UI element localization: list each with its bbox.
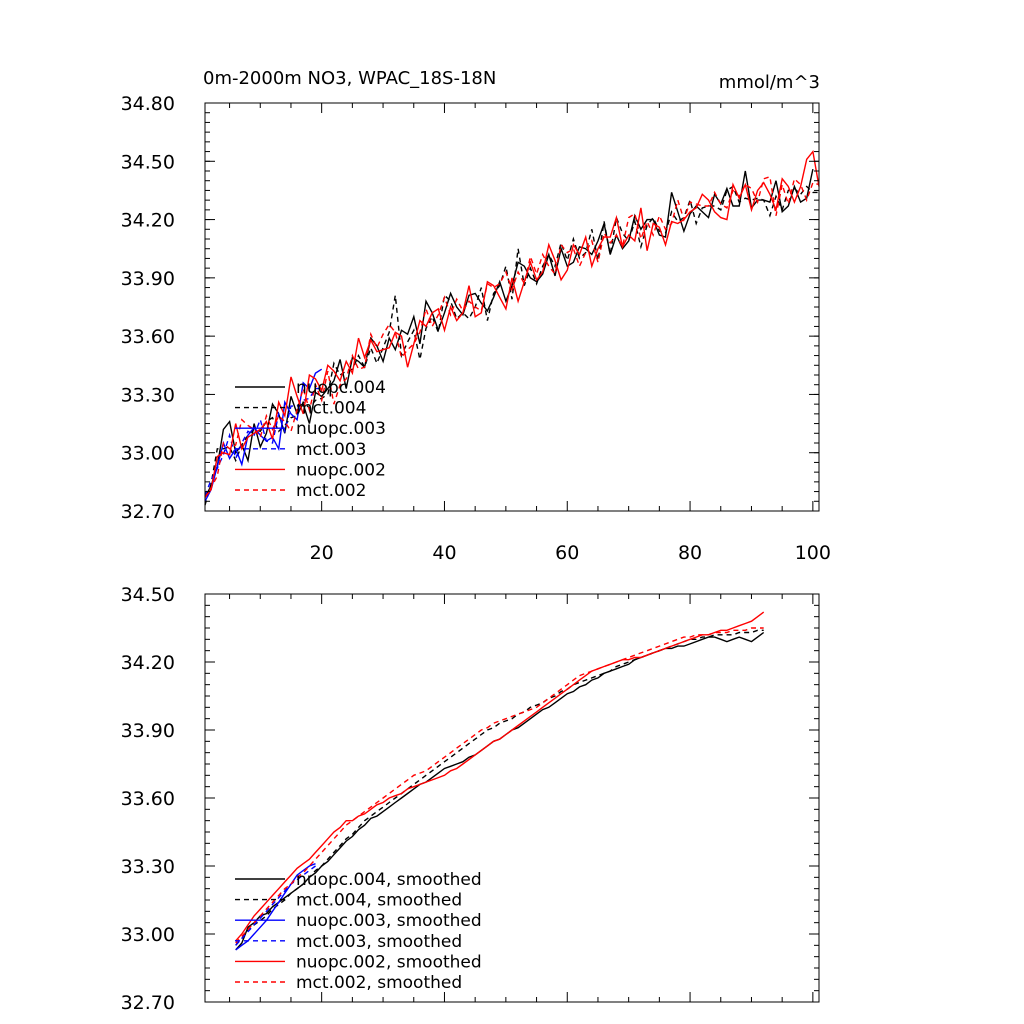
y-tick-label: 32.70 [121, 992, 175, 1014]
top-series-lines [204, 149, 820, 506]
series-line-5 [204, 175, 820, 498]
top-axes: 32.70 33.00 33.30 33.60 33.90 34.20 34.50 34.80… [121, 93, 831, 564]
y-tick-label: 33.00 [121, 443, 175, 465]
series-line-2 [204, 368, 323, 502]
y-tick-label: 32.70 [121, 501, 175, 523]
units-label: mmol/m^3 [719, 72, 820, 93]
y-tick-label: 33.60 [121, 326, 175, 348]
y-tick-label: 33.90 [121, 268, 175, 290]
series-line-4 [204, 149, 820, 498]
y-tick-label: 33.90 [121, 720, 175, 742]
legend-label-1: mct.004, smoothed [296, 891, 462, 911]
x-tick-label: 40 [432, 542, 456, 564]
chart-title: 0m-2000m NO3, WPAC_18S-18N [203, 68, 496, 89]
legend-label-5: mct.002, smoothed [296, 973, 462, 993]
legend-label-4: nuopc.002, smoothed [296, 952, 482, 972]
y-tick-label: 34.20 [121, 652, 175, 674]
legend-label-0: nuopc.004 [296, 378, 386, 398]
y-tick-label: 34.80 [121, 93, 175, 115]
series-line-2 [235, 863, 316, 951]
y-tick-label: 34.50 [121, 151, 175, 173]
legend-label-4: nuopc.002 [296, 460, 386, 480]
series-line-5 [235, 627, 764, 944]
bottom-plot-frame [204, 593, 820, 1003]
bottom-panel: 32.70 33.00 33.30 33.60 33.90 34.20 34.50 nuop… [121, 584, 820, 1014]
x-tick-label: 100 [795, 542, 831, 564]
y-tick-label: 34.20 [121, 210, 175, 232]
series-line-3 [204, 387, 322, 496]
y-tick-label: 34.50 [121, 584, 175, 606]
bottom-series-lines [235, 611, 765, 951]
x-tick-label: 80 [678, 542, 702, 564]
top-panel: 0m-2000m NO3, WPAC_18S-18N mmol/m^3 32.7… [121, 68, 831, 564]
x-tick-label: 60 [555, 542, 579, 564]
y-tick-label: 33.60 [121, 788, 175, 810]
legend-label-2: nuopc.003, smoothed [296, 911, 482, 931]
legend-label-1: mct.004 [296, 399, 366, 419]
top-plot-frame [204, 102, 820, 512]
legend-label-0: nuopc.004, smoothed [296, 870, 482, 890]
y-tick-label: 33.00 [121, 924, 175, 946]
series-line-4 [235, 611, 765, 942]
bottom-axes: 32.70 33.00 33.30 33.60 33.90 34.20 34.50 [121, 584, 819, 1014]
legend-label-3: mct.003, smoothed [296, 932, 462, 952]
legend-label-2: nuopc.003 [296, 419, 386, 439]
legend-label-3: mct.003 [296, 440, 366, 460]
legend-label-5: mct.002 [296, 481, 366, 501]
top-legend: nuopc.004mct.004nuopc.003mct.003nuopc.00… [235, 378, 386, 501]
series-line-3 [235, 865, 316, 946]
series-line-1 [204, 185, 819, 506]
y-tick-label: 33.30 [121, 384, 175, 406]
y-tick-label: 33.30 [121, 856, 175, 878]
x-tick-label: 20 [310, 542, 334, 564]
